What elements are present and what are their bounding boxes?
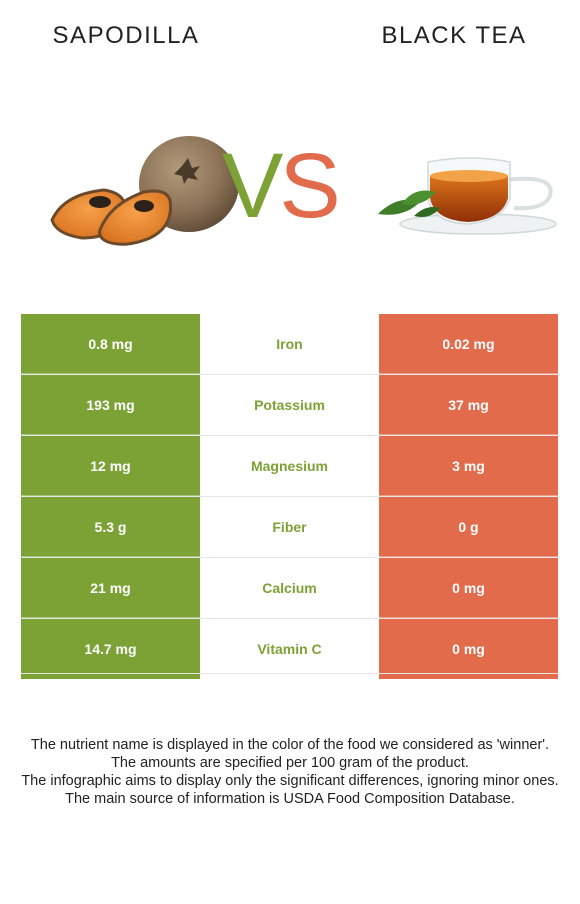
versus-label: VS [222, 140, 341, 232]
right-value: 37 mg [379, 375, 558, 435]
table-divider [21, 673, 558, 674]
right-value: 0.02 mg [379, 314, 558, 374]
right-value: 0 mg [379, 558, 558, 618]
left-value: 0.8 mg [21, 314, 200, 374]
right-value: 0 mg [379, 619, 558, 679]
left-value: 12 mg [21, 436, 200, 496]
footnote: The main source of information is USDA F… [65, 791, 515, 807]
nutrient-name: Vitamin C [200, 619, 379, 679]
table-row: 21 mg Calcium 0 mg [21, 558, 558, 619]
footnote: The amounts are specified per 100 gram o… [111, 755, 469, 771]
right-value: 3 mg [379, 436, 558, 496]
right-value: 0 g [379, 497, 558, 557]
footnote: The nutrient name is displayed in the co… [30, 737, 550, 753]
left-value: 5.3 g [21, 497, 200, 557]
nutrient-name: Fiber [200, 497, 379, 557]
table-row: 12 mg Magnesium 3 mg [21, 436, 558, 497]
left-value: 14.7 mg [21, 619, 200, 679]
nutrient-name: Potassium [200, 375, 379, 435]
black-tea-cup-image [378, 157, 557, 235]
footnotes: The nutrient name is displayed in the co… [20, 736, 560, 808]
sapodilla-fruit-image [50, 136, 239, 246]
nutrient-name: Magnesium [200, 436, 379, 496]
vs-v: V [222, 135, 283, 237]
table-row: 0.8 mg Iron 0.02 mg [21, 314, 558, 375]
right-food-title: BLACK TEA [381, 22, 527, 49]
table-row: 5.3 g Fiber 0 g [21, 497, 558, 558]
nutrient-comparison-table: 0.8 mg Iron 0.02 mg 193 mg Potassium 37 … [21, 314, 558, 679]
table-row: 193 mg Potassium 37 mg [21, 375, 558, 436]
table-row: 14.7 mg Vitamin C 0 mg [21, 619, 558, 679]
vs-s: S [279, 135, 340, 237]
footnote: The infographic aims to display only the… [21, 773, 559, 789]
nutrient-name: Calcium [200, 558, 379, 618]
left-food-title: SAPODILLA [52, 22, 200, 49]
left-value: 21 mg [21, 558, 200, 618]
left-value: 193 mg [21, 375, 200, 435]
nutrient-name: Iron [200, 314, 379, 374]
